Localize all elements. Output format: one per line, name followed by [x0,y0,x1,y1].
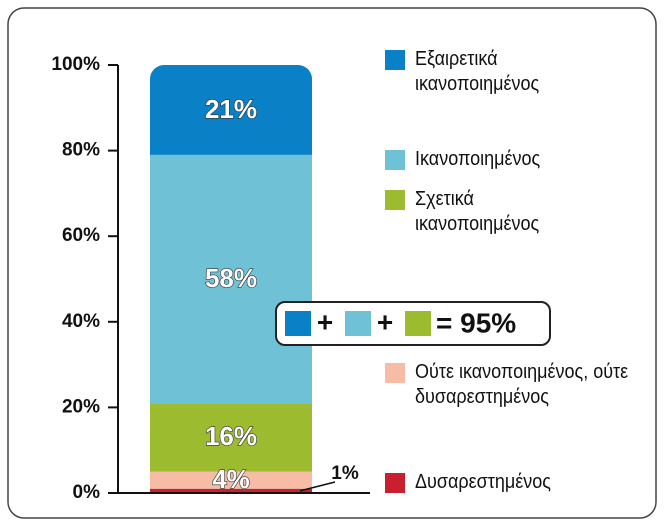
y-tick-label: 40% [62,311,100,332]
formula-swatch [405,311,431,336]
legend-swatch [385,473,405,493]
formula-operator: + [317,306,333,337]
legend-label: Εξαιρετικά ικανοποιημένος [415,48,540,95]
formula-swatch [345,311,371,336]
y-tick-label: 80% [62,140,100,161]
formula-result: = 95% [436,307,516,338]
legend-swatch [385,50,405,70]
bar [150,65,312,493]
legend-label: Ούτε ικανοποιημένος, ούτε δυσαρεστημένος [415,361,629,408]
bar-segment [150,471,312,489]
data-label: 4% [212,464,250,494]
legend-label: Δυσαρεστημένος [415,471,551,493]
data-label: 58% [205,263,257,293]
formula-operator: + [377,306,393,337]
y-tick-label: 0% [73,482,101,503]
bar-segment [150,488,312,493]
y-tick-label: 20% [62,396,100,417]
legend-label: Σχετικά ικανοποιημένος [415,188,540,235]
legend-label: Ικανοποιημένος [415,148,541,170]
legend-swatch [385,150,405,170]
y-tick-label: 60% [62,225,100,246]
data-label: 1% [331,463,359,484]
bar-segment [150,65,312,155]
leader-line [299,481,336,492]
legend-swatch [385,363,405,383]
formula-swatch [285,311,311,336]
data-label: 16% [205,421,257,451]
legend-swatch [385,190,405,210]
data-label: 21% [205,94,257,124]
y-tick-label: 100% [51,54,100,75]
bar-segment [150,403,312,472]
bar-segment [150,154,312,404]
